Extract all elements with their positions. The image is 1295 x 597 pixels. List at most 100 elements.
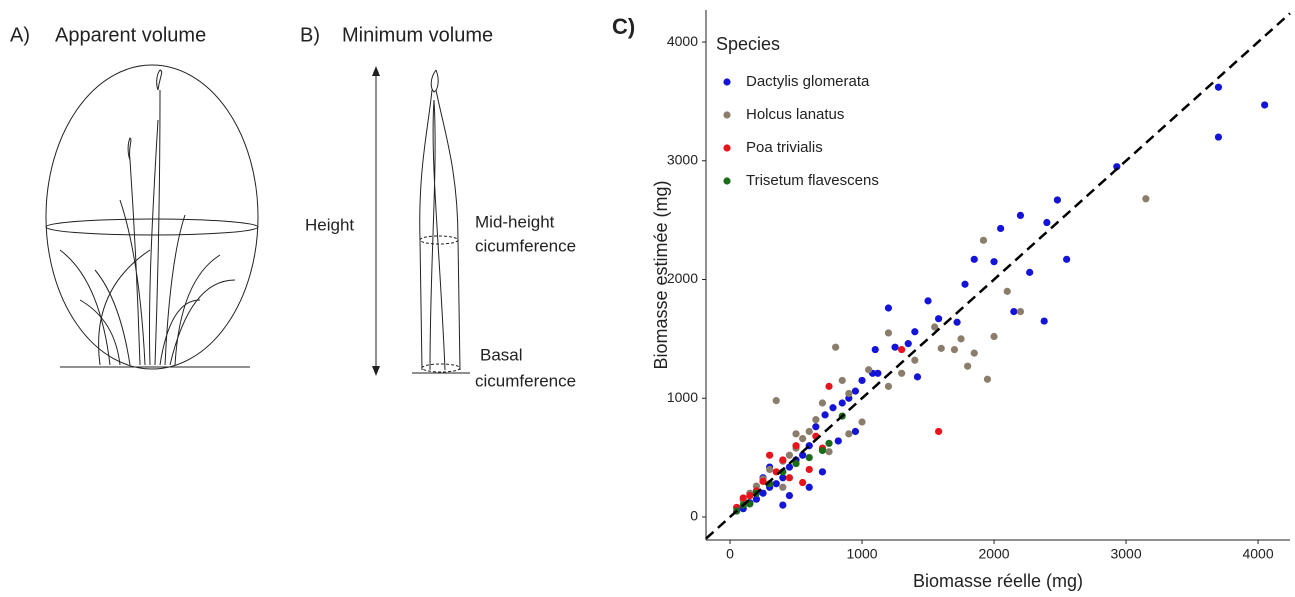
point <box>1026 268 1034 276</box>
point <box>911 328 919 336</box>
point <box>865 366 873 374</box>
point <box>812 416 820 424</box>
x-tick-label: 0 <box>726 546 734 562</box>
legend-marker <box>723 144 731 152</box>
basal-label: cicumference <box>475 371 576 390</box>
point <box>1261 101 1269 109</box>
point <box>904 340 912 348</box>
point <box>759 477 767 485</box>
apparent-volume-ellipse <box>45 64 259 370</box>
point <box>746 491 754 500</box>
point <box>799 478 807 487</box>
point <box>961 280 969 288</box>
point <box>913 373 922 381</box>
panel-a: A) Apparent volume <box>10 24 259 370</box>
point <box>779 456 787 464</box>
point <box>911 356 919 364</box>
point <box>979 236 988 244</box>
panel-b: B) Minimum volume Height Mid-height cicu… <box>300 24 576 390</box>
point <box>937 344 945 352</box>
legend-marker <box>723 78 731 86</box>
point <box>772 480 780 488</box>
point <box>1214 83 1223 91</box>
point <box>1063 255 1071 263</box>
point <box>851 387 860 395</box>
point <box>1010 307 1018 316</box>
point <box>898 345 906 354</box>
point <box>779 483 787 491</box>
point <box>953 318 961 326</box>
panel-c: C) 0 1000 2000 3000 4000 0 1000 2000 3000 4000 Bio… <box>612 10 1291 591</box>
x-tick-label: 4000 <box>1242 546 1273 562</box>
point <box>825 448 833 456</box>
point <box>739 494 747 502</box>
point <box>957 335 965 343</box>
point <box>779 474 787 482</box>
point <box>799 451 807 459</box>
point <box>970 255 978 263</box>
panel-title: Apparent volume <box>55 24 206 46</box>
point <box>1043 218 1051 227</box>
point <box>759 489 767 497</box>
y-tick-label: 1000 <box>667 389 698 405</box>
x-axis-label: Biomasse réelle (mg) <box>913 571 1083 591</box>
legend-label: Holcus lanatus <box>746 106 844 123</box>
y-tick-label: 0 <box>690 508 698 524</box>
point <box>785 463 794 471</box>
point <box>934 427 943 436</box>
x-tick-label: 3000 <box>1110 546 1141 562</box>
point <box>792 430 800 438</box>
x-tick-label: 1000 <box>846 546 877 562</box>
legend-marker <box>723 111 731 119</box>
point <box>792 459 800 468</box>
point <box>766 451 774 459</box>
point <box>931 323 939 331</box>
point <box>805 465 813 474</box>
panel-title: Minimum volume <box>342 24 493 46</box>
point <box>884 304 893 312</box>
point <box>785 474 794 482</box>
point <box>1003 287 1011 295</box>
point <box>950 345 959 354</box>
point <box>990 332 998 341</box>
point <box>1016 211 1025 219</box>
point <box>858 376 866 385</box>
point <box>997 224 1005 233</box>
legend-marker <box>723 177 731 185</box>
point <box>964 362 972 370</box>
point <box>983 375 992 383</box>
point <box>766 465 774 474</box>
point <box>871 345 879 354</box>
grass-drawing <box>59 69 250 368</box>
legend-label: Poa trivialis <box>746 139 823 156</box>
point <box>845 389 853 398</box>
panel-label: C) <box>612 14 635 39</box>
point <box>874 369 882 377</box>
minimum-volume-shape <box>419 69 461 371</box>
legend-label: Dactylis glomerata <box>746 73 870 90</box>
point <box>1113 163 1121 171</box>
point <box>818 468 827 476</box>
point <box>829 404 837 412</box>
point <box>1040 317 1048 325</box>
point <box>792 442 800 450</box>
y-tick-label: 3000 <box>667 151 698 167</box>
y-tick-label: 2000 <box>667 270 698 286</box>
point <box>779 501 787 509</box>
point <box>825 382 833 390</box>
point <box>772 397 780 405</box>
y-tick-label: 4000 <box>667 33 698 49</box>
point <box>924 297 932 305</box>
point <box>805 454 813 462</box>
point <box>845 430 853 438</box>
point <box>898 369 906 377</box>
mid-label: cicumference <box>475 236 576 255</box>
basal-label: Basal <box>480 345 523 364</box>
point <box>1016 307 1025 316</box>
y-axis-label: Biomasse estimée (mg) <box>651 180 671 369</box>
point <box>834 437 842 445</box>
point <box>818 399 827 407</box>
point <box>818 446 827 455</box>
x-tick-label: 2000 <box>978 546 1009 562</box>
